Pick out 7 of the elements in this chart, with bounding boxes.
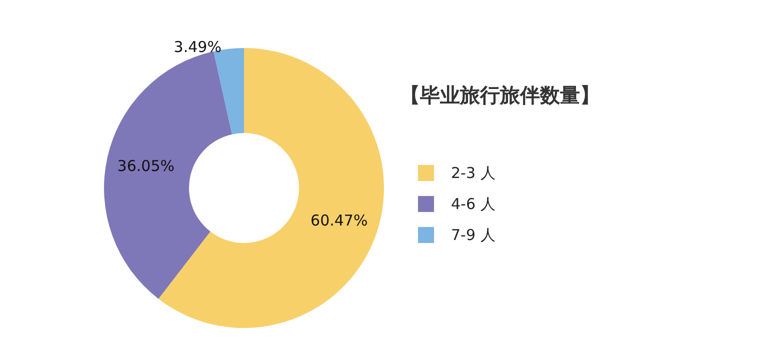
legend-label: 2-3 人 bbox=[451, 164, 496, 182]
data-label: 36.05% bbox=[117, 157, 175, 176]
legend-label: 7-9 人 bbox=[451, 226, 496, 244]
text: 【毕业旅行旅伴数量】 bbox=[400, 83, 600, 107]
legend-label: 4-6 人 bbox=[451, 195, 496, 213]
data-label: 60.47% bbox=[310, 211, 368, 230]
data-label: 3.49% bbox=[174, 38, 222, 56]
